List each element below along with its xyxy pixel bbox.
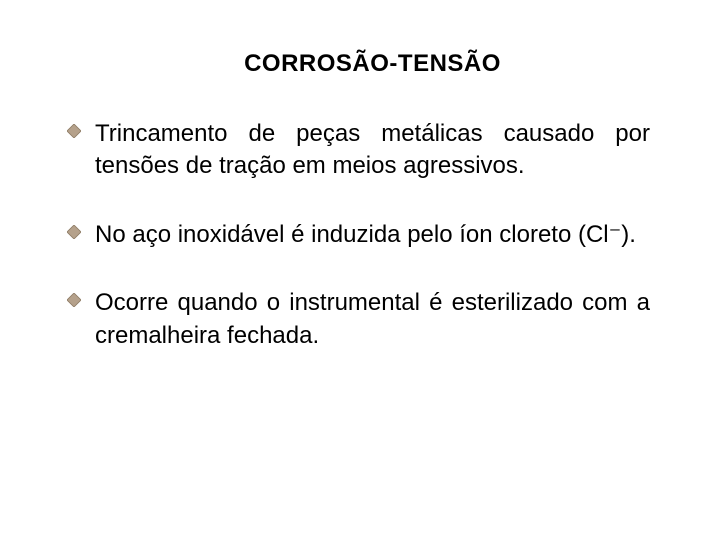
bullet-text: No aço inoxidável é induzida pelo íon cl… bbox=[95, 221, 636, 248]
diamond-bullet-icon bbox=[67, 225, 81, 239]
list-item: Trincamento de peças metálicas causado p… bbox=[95, 118, 650, 183]
slide-title: CORROSÃO-TENSÃO bbox=[95, 50, 650, 78]
bullet-text: Ocorre quando o instrumental é esteriliz… bbox=[95, 289, 650, 348]
bullet-text: Trincamento de peças metálicas causado p… bbox=[95, 120, 650, 179]
slide: CORROSÃO-TENSÃO Trincamento de peças met… bbox=[0, 0, 720, 540]
list-item: Ocorre quando o instrumental é esteriliz… bbox=[95, 287, 650, 352]
diamond-bullet-icon bbox=[67, 293, 81, 307]
bullet-list: Trincamento de peças metálicas causado p… bbox=[95, 118, 650, 352]
list-item: No aço inoxidável é induzida pelo íon cl… bbox=[95, 219, 650, 251]
diamond-bullet-icon bbox=[67, 124, 81, 138]
